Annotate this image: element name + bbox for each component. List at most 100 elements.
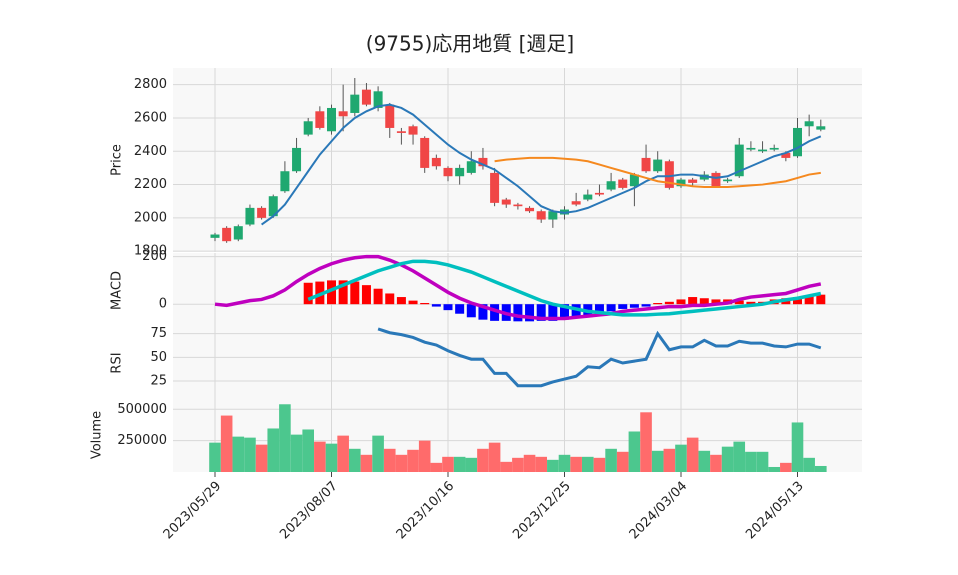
histogram-bar (548, 304, 558, 321)
y-axis-label: RSI (110, 352, 125, 373)
histogram-bar (711, 299, 721, 305)
y-tick-label: 500000 (117, 402, 167, 417)
volume-bar (663, 448, 676, 472)
histogram-bar (734, 300, 744, 305)
candle-body (490, 172, 500, 203)
histogram-bar (816, 294, 826, 305)
candle-body (222, 227, 232, 242)
volume-bar (372, 435, 384, 472)
candle-body (618, 179, 628, 188)
volume-bar (640, 412, 652, 472)
volume-bar (523, 454, 536, 472)
histogram-bar (746, 301, 756, 305)
y-tick-label: 200 (142, 249, 167, 264)
histogram-bar (653, 303, 663, 305)
histogram-bar (490, 304, 500, 321)
candle-body (793, 127, 802, 157)
candle-body (723, 179, 733, 182)
volume-bar (349, 448, 361, 472)
candle-body (431, 157, 441, 167)
volume-bar (383, 448, 396, 472)
candle-body (641, 157, 651, 172)
candle-body (210, 234, 220, 238)
volume-bar (651, 450, 664, 472)
histogram-bar (793, 297, 802, 305)
volume-bar (628, 431, 641, 472)
candle-body (245, 207, 255, 225)
candle-body (653, 159, 663, 172)
candle-body (734, 144, 744, 177)
volume-bar (547, 459, 559, 472)
histogram-bar (513, 304, 523, 322)
candle-body (571, 201, 581, 205)
volume-bar (582, 456, 594, 472)
histogram-bar (455, 304, 465, 314)
histogram-bar (338, 280, 348, 305)
candle-body (455, 167, 465, 177)
volume-bar (605, 448, 617, 472)
histogram-bar (361, 285, 371, 305)
y-tick-label: 2800 (134, 77, 167, 92)
candle-body (396, 131, 406, 133)
volume-bar (512, 457, 524, 472)
histogram-bar (676, 299, 686, 305)
candle-body (629, 174, 639, 187)
volume-bar (279, 404, 291, 472)
candle-body (816, 126, 826, 130)
volume-bar (791, 422, 804, 472)
candle-body (583, 194, 593, 200)
volume-bar (314, 441, 326, 472)
candle-body (350, 94, 360, 113)
candle-body (676, 179, 686, 187)
volume-bar (768, 466, 780, 472)
histogram-bar (629, 304, 639, 308)
volume-bar (570, 456, 582, 472)
y-tick-label: 2600 (134, 110, 167, 125)
volume-bar (803, 457, 815, 472)
y-tick-label: 50 (150, 350, 167, 365)
x-tick-label: 2023/12/25 (510, 479, 574, 543)
line (377, 327, 822, 388)
histogram-bar (594, 304, 604, 315)
candle-body (385, 104, 395, 128)
volume-bar (325, 443, 338, 472)
candle-body (315, 111, 325, 128)
volume-bar (756, 451, 769, 472)
volume-bar (267, 428, 280, 472)
line (494, 156, 821, 189)
histogram-bar (350, 281, 360, 305)
volume-bar (453, 456, 466, 472)
candle-body (338, 111, 348, 117)
candle-body (525, 207, 535, 212)
histogram-bar (373, 288, 383, 305)
candle-body (804, 121, 814, 127)
volume-bar (488, 442, 501, 472)
x-tick-label: 2023/10/16 (394, 479, 458, 543)
candle-body (420, 137, 430, 168)
candle-body (257, 207, 267, 218)
volume-bar (209, 442, 221, 472)
x-tick-label: 2024/05/13 (743, 479, 807, 543)
candle-body (373, 91, 383, 108)
histogram-bar (618, 304, 628, 309)
volume-bar (675, 444, 687, 472)
histogram-bar (664, 301, 674, 305)
volume-bar (558, 454, 571, 472)
y-tick-label: 0 (159, 297, 167, 312)
histogram-bar (327, 280, 336, 305)
candle-body (688, 179, 698, 183)
volume-bar (686, 437, 699, 472)
candle-body (478, 157, 488, 167)
histogram-bar (536, 304, 546, 321)
candle-body (606, 181, 616, 190)
volume-bar (430, 462, 443, 472)
histogram-bar (571, 304, 581, 319)
volume-bar (465, 457, 478, 472)
y-tick-label: 250000 (117, 433, 167, 448)
volume-bar (698, 450, 711, 472)
histogram-bar (420, 303, 430, 305)
candle-body (292, 147, 302, 172)
volume-bar (477, 448, 489, 472)
histogram-bar (443, 304, 453, 311)
y-tick-label: 2200 (134, 177, 167, 192)
